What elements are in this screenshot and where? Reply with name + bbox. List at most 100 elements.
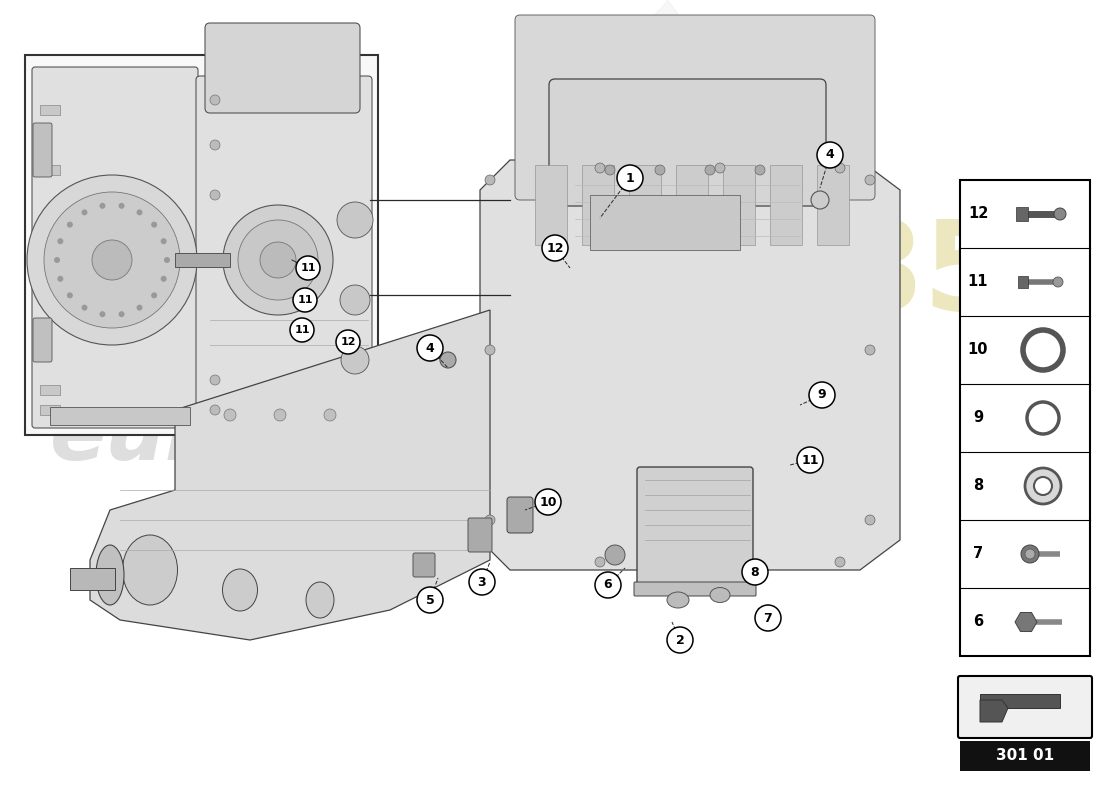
Text: europ: europ bbox=[50, 396, 323, 477]
Text: 6: 6 bbox=[604, 578, 613, 591]
FancyBboxPatch shape bbox=[205, 23, 360, 113]
Circle shape bbox=[705, 165, 715, 175]
Circle shape bbox=[835, 557, 845, 567]
FancyBboxPatch shape bbox=[33, 318, 52, 362]
Circle shape bbox=[54, 257, 60, 263]
FancyBboxPatch shape bbox=[637, 467, 754, 588]
Circle shape bbox=[808, 382, 835, 408]
Text: 1: 1 bbox=[626, 171, 635, 185]
Ellipse shape bbox=[710, 587, 730, 602]
Polygon shape bbox=[90, 310, 490, 640]
Circle shape bbox=[340, 285, 370, 315]
Circle shape bbox=[485, 175, 495, 185]
Circle shape bbox=[210, 405, 220, 415]
Bar bbox=[676, 165, 708, 245]
Bar bbox=[70, 568, 116, 590]
FancyBboxPatch shape bbox=[634, 582, 756, 596]
Circle shape bbox=[164, 257, 170, 263]
Circle shape bbox=[595, 557, 605, 567]
Circle shape bbox=[715, 163, 725, 173]
Circle shape bbox=[595, 163, 605, 173]
Text: 11: 11 bbox=[300, 263, 316, 273]
Circle shape bbox=[417, 335, 443, 361]
Text: 7: 7 bbox=[763, 611, 772, 625]
Bar bbox=[960, 741, 1090, 771]
Ellipse shape bbox=[96, 545, 124, 605]
Text: 7: 7 bbox=[972, 546, 983, 562]
Circle shape bbox=[119, 311, 124, 317]
Bar bbox=[535, 165, 566, 245]
Circle shape bbox=[210, 95, 220, 105]
Text: 6: 6 bbox=[972, 614, 983, 630]
Circle shape bbox=[742, 559, 768, 585]
Circle shape bbox=[817, 142, 843, 168]
Circle shape bbox=[151, 292, 157, 298]
Circle shape bbox=[210, 375, 220, 385]
Circle shape bbox=[1054, 208, 1066, 220]
Circle shape bbox=[1021, 545, 1040, 563]
Circle shape bbox=[605, 545, 625, 565]
Text: 10: 10 bbox=[968, 342, 988, 358]
Circle shape bbox=[290, 318, 314, 342]
Circle shape bbox=[811, 191, 829, 209]
Ellipse shape bbox=[122, 535, 177, 605]
Circle shape bbox=[57, 238, 64, 244]
Circle shape bbox=[136, 305, 143, 310]
FancyBboxPatch shape bbox=[549, 79, 826, 206]
Text: 12: 12 bbox=[968, 206, 988, 222]
Circle shape bbox=[417, 587, 443, 613]
Circle shape bbox=[99, 311, 106, 317]
Text: 2: 2 bbox=[675, 634, 684, 646]
Circle shape bbox=[654, 165, 666, 175]
Circle shape bbox=[161, 276, 167, 282]
FancyBboxPatch shape bbox=[412, 553, 434, 577]
Circle shape bbox=[605, 165, 615, 175]
Circle shape bbox=[755, 605, 781, 631]
Bar bbox=[50, 407, 190, 425]
Circle shape bbox=[865, 175, 874, 185]
Circle shape bbox=[260, 242, 296, 278]
Circle shape bbox=[835, 163, 845, 173]
Ellipse shape bbox=[222, 569, 257, 611]
FancyBboxPatch shape bbox=[32, 67, 198, 428]
Bar bbox=[723, 165, 755, 245]
Circle shape bbox=[224, 409, 236, 421]
Circle shape bbox=[595, 572, 621, 598]
Circle shape bbox=[119, 203, 124, 209]
Text: 3: 3 bbox=[477, 575, 486, 589]
Circle shape bbox=[28, 175, 197, 345]
Circle shape bbox=[99, 203, 106, 209]
FancyBboxPatch shape bbox=[33, 123, 52, 177]
Bar bbox=[817, 165, 849, 245]
Text: 8: 8 bbox=[750, 566, 759, 578]
Circle shape bbox=[274, 409, 286, 421]
Circle shape bbox=[542, 235, 568, 261]
Circle shape bbox=[485, 345, 495, 355]
Bar bbox=[980, 694, 1060, 708]
Circle shape bbox=[67, 292, 73, 298]
Circle shape bbox=[223, 205, 333, 315]
Circle shape bbox=[1034, 477, 1052, 495]
Circle shape bbox=[469, 569, 495, 595]
Circle shape bbox=[161, 238, 167, 244]
Circle shape bbox=[151, 222, 157, 228]
Circle shape bbox=[667, 627, 693, 653]
Ellipse shape bbox=[306, 582, 334, 618]
Circle shape bbox=[341, 346, 368, 374]
Ellipse shape bbox=[667, 592, 689, 608]
Circle shape bbox=[1025, 468, 1062, 504]
Bar bbox=[590, 195, 740, 250]
Circle shape bbox=[210, 190, 220, 200]
Circle shape bbox=[336, 330, 360, 354]
Bar bbox=[40, 165, 60, 175]
Circle shape bbox=[440, 352, 456, 368]
Circle shape bbox=[1053, 277, 1063, 287]
Circle shape bbox=[337, 202, 373, 238]
FancyBboxPatch shape bbox=[515, 15, 874, 200]
Circle shape bbox=[238, 220, 318, 300]
Circle shape bbox=[798, 447, 823, 473]
Circle shape bbox=[293, 288, 317, 312]
Text: 8: 8 bbox=[972, 478, 983, 494]
FancyBboxPatch shape bbox=[468, 518, 492, 552]
Text: 9: 9 bbox=[817, 389, 826, 402]
